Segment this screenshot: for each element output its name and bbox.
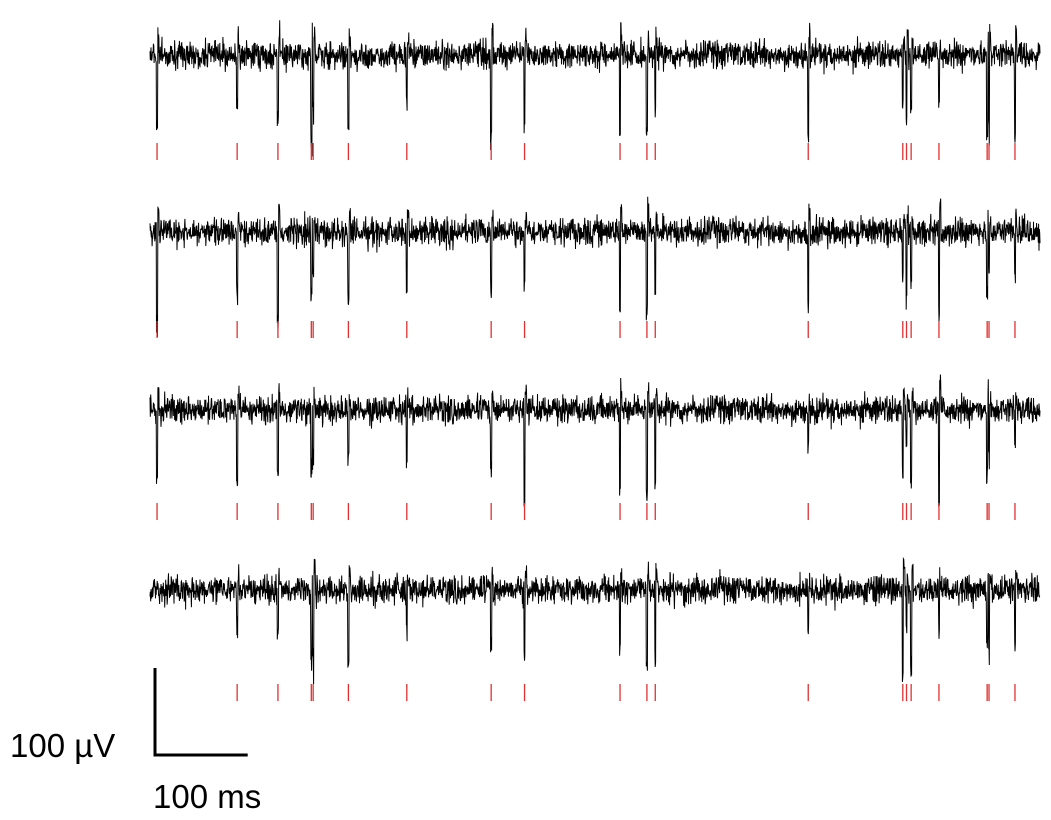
- trace: [149, 20, 1041, 157]
- trace: [149, 374, 1041, 507]
- y-scale-label: 100 µV: [10, 727, 115, 764]
- x-scale-label: 100 ms: [153, 778, 261, 815]
- trace: [149, 196, 1041, 337]
- trace: [149, 556, 1041, 685]
